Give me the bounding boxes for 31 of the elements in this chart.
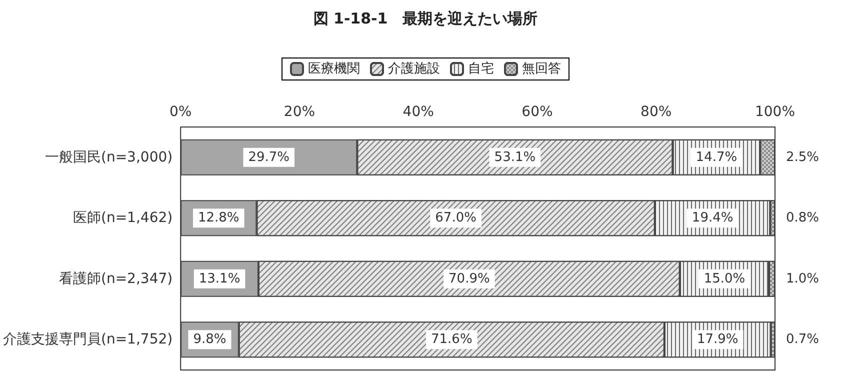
text: 70.9% — [448, 271, 490, 286]
legend-label: 自宅 — [468, 60, 494, 76]
legend-label: 無回答 — [522, 62, 561, 76]
text: 14.7% — [696, 150, 738, 165]
x-tick-label: 60% — [522, 104, 553, 120]
text: 17.9% — [696, 332, 738, 348]
text: 0.8% — [786, 210, 820, 226]
text: 67.0% — [435, 210, 476, 226]
y-tick-label: 介護支援専門員(n=1,752) — [2, 332, 173, 348]
text: 2.5% — [786, 150, 820, 165]
x-tick-label: 20% — [284, 104, 316, 120]
legend-label: 介護施設 — [388, 62, 440, 76]
y-tick-label: 医師(n=1,462) — [72, 210, 173, 226]
text: 1.0% — [786, 271, 820, 286]
text: 29.7% — [248, 150, 290, 165]
x-tick-label: 40% — [402, 104, 434, 120]
text: 12.8% — [198, 210, 240, 226]
x-tick-label: 100% — [754, 104, 796, 120]
x-tick-label: 0% — [169, 104, 192, 120]
text: 53.1% — [494, 150, 536, 165]
text: 71.6% — [430, 332, 472, 348]
y-tick-label: 一般国民(n=3,000) — [44, 149, 173, 166]
legend-label: 医療機関 — [308, 62, 360, 76]
text: 9.8% — [193, 332, 226, 348]
text: 0.7% — [786, 332, 820, 348]
text: 13.1% — [198, 271, 240, 286]
text: 15.0% — [704, 271, 746, 286]
chart-title: 図 1-18-1 最期を迎えたい場所 — [313, 10, 538, 28]
x-tick-label: 80% — [640, 104, 672, 120]
y-tick-label: 看護師(n=2,347) — [58, 270, 173, 287]
text: 19.4% — [692, 210, 734, 226]
